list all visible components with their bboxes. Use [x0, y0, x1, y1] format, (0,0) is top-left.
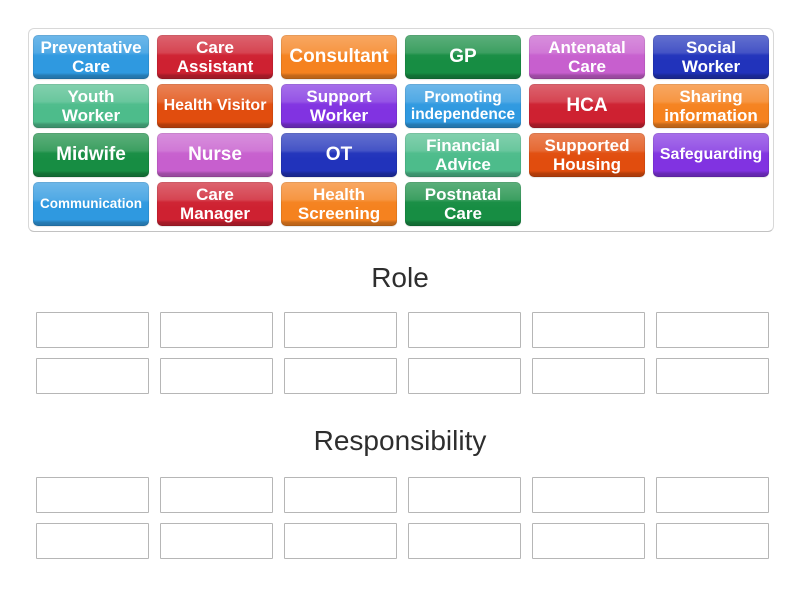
tile-hca[interactable]: HCA [529, 84, 645, 128]
tile-antenatal-care[interactable]: Antenatal Care [529, 35, 645, 79]
tile-label: Promoting independence [410, 88, 516, 123]
tile-promoting-independence[interactable]: Promoting independence [405, 84, 521, 128]
tile-label: Postnatal Care [424, 184, 502, 223]
role-drop-slot[interactable] [36, 358, 149, 394]
tile-health-screening[interactable]: Health Screening [281, 182, 397, 226]
tile-label: Safeguarding [659, 146, 763, 164]
tile-financial-advice[interactable]: Financial Advice [405, 133, 521, 177]
tile-label: Care Assistant [176, 37, 254, 76]
tile-label: Support Worker [306, 86, 372, 125]
responsibility-drop-slot[interactable] [408, 477, 521, 513]
tile-consultant[interactable]: Consultant [281, 35, 397, 79]
responsibility-drop-slot[interactable] [408, 523, 521, 559]
responsibility-drop-slot[interactable] [656, 523, 769, 559]
role-drop-slot[interactable] [532, 312, 645, 348]
role-drop-slot[interactable] [656, 312, 769, 348]
responsibility-drop-slot[interactable] [36, 477, 149, 513]
tile-label: Care Manager [180, 184, 250, 223]
role-drop-slot[interactable] [160, 358, 273, 394]
tile-label: Health Visitor [163, 97, 267, 115]
tile-label: Financial Advice [426, 135, 500, 174]
group-title-role: Role [371, 262, 429, 293]
tile-sharing-information[interactable]: Sharing information [653, 84, 769, 128]
tile-social-worker[interactable]: Social Worker [653, 35, 769, 79]
responsibility-drop-slot[interactable] [284, 523, 397, 559]
tile-communication[interactable]: Communication [33, 182, 149, 226]
tile-label: Health Screening [297, 184, 381, 223]
tile-label: Youth Worker [61, 86, 121, 125]
tile-tray: Preventative Care Care Assistant Consultan… [28, 28, 774, 232]
responsibility-drop-slot[interactable] [284, 477, 397, 513]
tile-preventative-care[interactable]: Preventative Care [33, 35, 149, 79]
tile-label: Sharing information [664, 86, 758, 125]
tile-label: Midwife [56, 144, 126, 166]
tile-midwife[interactable]: Midwife [33, 133, 149, 177]
tile-label: Preventative Care [40, 37, 142, 76]
tile-postnatal-care[interactable]: Postnatal Care [405, 182, 521, 226]
role-drop-slot[interactable] [408, 358, 521, 394]
tile-care-assistant[interactable]: Care Assistant [157, 35, 273, 79]
tile-youth-worker[interactable]: Youth Worker [33, 84, 149, 128]
responsibility-drop-slot[interactable] [160, 523, 273, 559]
tile-label: Consultant [289, 46, 389, 68]
tile-safeguarding[interactable]: Safeguarding [653, 133, 769, 177]
tile-care-manager[interactable]: Care Manager [157, 182, 273, 226]
role-drop-slot[interactable] [284, 312, 397, 348]
tile-label: HCA [566, 95, 608, 117]
responsibility-slot-grid [36, 477, 769, 559]
tile-label: GP [449, 46, 477, 68]
group-title-responsibility: Responsibility [313, 425, 487, 456]
tile-supported-housing[interactable]: Supported Housing [529, 133, 645, 177]
role-drop-slot[interactable] [284, 358, 397, 394]
tile-label: OT [325, 144, 353, 166]
responsibility-drop-slot[interactable] [160, 477, 273, 513]
responsibility-drop-slot[interactable] [656, 477, 769, 513]
role-drop-slot[interactable] [408, 312, 521, 348]
tile-gp[interactable]: GP [405, 35, 521, 79]
role-slot-grid [36, 312, 769, 394]
tile-health-visitor[interactable]: Health Visitor [157, 84, 273, 128]
tile-label: Supported Housing [544, 135, 630, 174]
tile-nurse[interactable]: Nurse [157, 133, 273, 177]
tile-label: Communication [39, 196, 142, 212]
role-drop-slot[interactable] [656, 358, 769, 394]
responsibility-drop-slot[interactable] [532, 477, 645, 513]
responsibility-drop-slot[interactable] [532, 523, 645, 559]
role-drop-slot[interactable] [532, 358, 645, 394]
role-drop-slot[interactable] [36, 312, 149, 348]
role-drop-slot[interactable] [160, 312, 273, 348]
tile-label: Nurse [188, 144, 242, 166]
tile-label: Antenatal Care [548, 37, 626, 76]
tile-label: Social Worker [681, 37, 741, 76]
responsibility-drop-slot[interactable] [36, 523, 149, 559]
tile-ot[interactable]: OT [281, 133, 397, 177]
tile-support-worker[interactable]: Support Worker [281, 84, 397, 128]
